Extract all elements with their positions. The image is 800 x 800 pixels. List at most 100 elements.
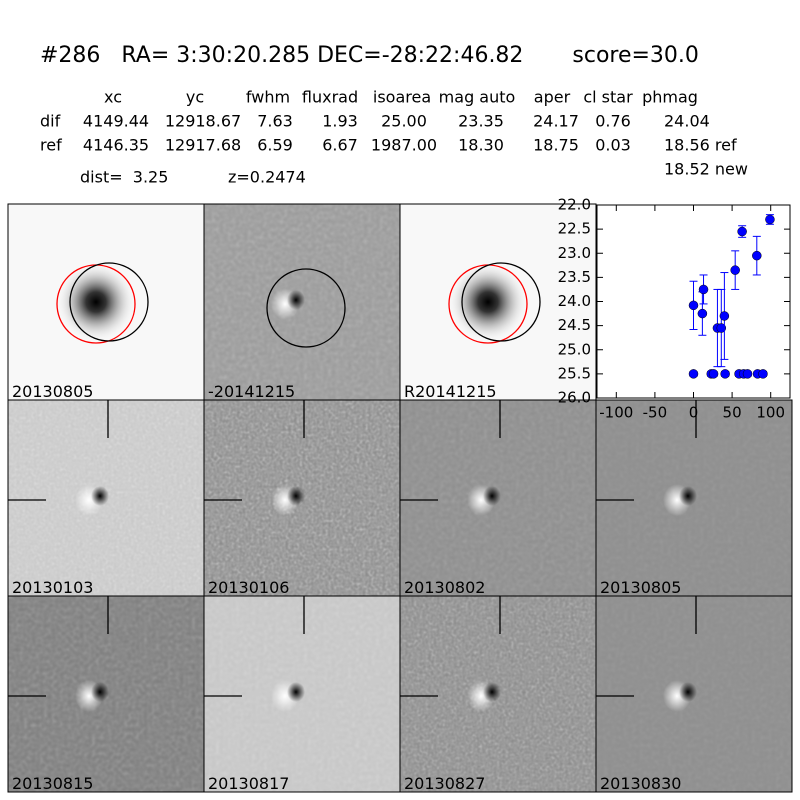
table-cell: 0.76 [595,112,631,131]
residual-dark [287,290,305,310]
row-label: dif [40,112,61,131]
point [752,250,762,261]
y-tick-label: 25.5 [558,364,591,382]
column-header: phmag [642,88,698,107]
table-cell: 4149.44 [83,112,149,131]
dif-circle [461,262,541,342]
image-panel: 20130106 [203,399,401,597]
point [758,369,768,379]
y-tick-label: 23.5 [558,268,591,286]
source [56,262,136,342]
y-tick-label: 23.0 [558,244,591,262]
y-tick-label: 26.0 [558,389,591,407]
table-cell: 18.30 [458,136,504,155]
panel-label: 20130805 [600,578,681,597]
panel-label: 20130805 [12,382,93,401]
image-panel: 20130805 [7,203,205,401]
y-tick-label: 24.5 [558,316,591,334]
point [697,308,708,319]
panel-label: 20130827 [404,774,485,793]
image-panel: R20141215 [399,203,597,401]
y-tick-label: 24.0 [558,292,591,310]
residual-dark [287,486,305,506]
table-cell: 6.67 [322,136,358,155]
point [688,300,699,311]
panel-label: 20130103 [12,578,93,597]
dif-circle [69,262,149,342]
panel-label: R20141215 [404,382,497,401]
table-cell: 24.04 [664,112,710,131]
distance: dist= 3.25 [80,168,168,187]
panel-label: -20141215 [208,382,295,401]
table-cell: 4146.35 [83,136,149,155]
table-cell: 12917.68 [165,136,241,155]
residual-dark [483,486,501,506]
column-header: yc [186,88,204,107]
table-cell: 1.93 [322,112,358,131]
point [742,369,753,379]
image-panel: 20130817 [203,595,401,793]
y-tick-label: 22.5 [558,220,591,238]
y-tick-label: 25.0 [558,340,591,358]
column-header: cl star [583,88,633,107]
table-cell: 1987.00 [371,136,437,155]
source [448,262,528,342]
table-cell: 18.75 [533,136,579,155]
panel-label: 20130802 [404,578,485,597]
title: #286 RA= 3:30:20.285 DEC=-28:22:46.82 sc… [40,43,699,68]
panel-label: 20130815 [12,774,93,793]
residual-dark [91,682,109,702]
point [719,311,730,321]
dif-circle [266,268,346,348]
x-tick-label: 100 [756,404,785,422]
residual-dark [483,682,501,702]
table-cell: 7.63 [257,112,293,131]
residual-dark [679,486,697,506]
table-cell: 24.17 [533,112,579,131]
image-panel: 20130830 [595,595,793,793]
column-header: fluxrad [302,88,358,107]
panel-label: 20130817 [208,774,289,793]
point [688,369,699,379]
image-panel: 20130103 [7,399,205,597]
table-cell: 23.35 [458,112,504,131]
image-panel: 20130827 [399,595,597,793]
point [720,369,730,379]
table-cell: 12918.67 [165,112,241,131]
image-panel: -20141215 [203,203,401,401]
column-header: aper [534,88,571,107]
point [716,323,727,333]
point [737,226,747,237]
table-cell: 0.03 [595,136,631,155]
point [708,369,719,379]
phmag-new: 18.52 new [664,160,748,179]
residual-dark [679,682,697,702]
x-tick-label: -100 [599,404,633,422]
point [730,265,740,275]
image-panel: 20130805 [595,399,793,597]
panel-frame [595,595,793,793]
image-panel: 20130815 [7,595,205,793]
column-header: mag auto [439,88,516,107]
x-tick-label: 50 [723,404,742,422]
column-header: fwhm [246,88,290,107]
column-header: xc [104,88,122,107]
y-tick-label: 22.0 [558,196,591,214]
table-cell: 18.56 ref [664,136,737,155]
x-tick-label: -50 [643,404,668,422]
row-label: ref [40,136,62,155]
table-cell: 6.59 [257,136,293,155]
residual-dark [287,682,305,702]
column-header: isoarea [373,88,431,107]
panel-label: 20130830 [600,774,681,793]
x-tick-label: 0 [689,404,699,422]
image-panel: 20130802 [399,399,597,597]
residual-dark [91,486,109,506]
point [765,214,775,225]
redshift: z=0.2474 [228,168,306,187]
table-cell: 25.00 [381,112,427,131]
panel-label: 20130106 [208,578,289,597]
point [698,284,709,295]
